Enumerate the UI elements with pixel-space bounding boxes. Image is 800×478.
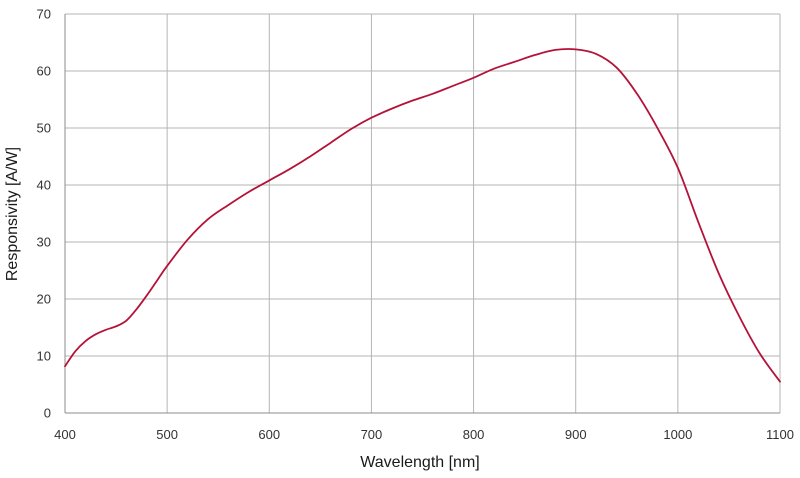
y-tick-label: 50 [37, 121, 51, 136]
y-axis-label: Responsivity [A/W] [4, 147, 21, 281]
x-axis-label: Wavelength [nm] [360, 454, 479, 471]
x-tick-label: 400 [54, 427, 76, 442]
tick-labels: 0 10 20 30 40 50 60 70 400 500 600 700 800 900 1000 110… [37, 7, 794, 443]
x-tick-label: 1100 [766, 427, 794, 442]
y-tick-label: 40 [37, 178, 51, 193]
series-layer [64, 48, 781, 383]
y-tick-label: 0 [44, 406, 51, 421]
grid [65, 13, 781, 413]
responsivity-series-line [64, 48, 781, 383]
y-tick-label: 60 [37, 64, 51, 79]
axes [64, 14, 780, 414]
x-tick-label: 900 [565, 427, 587, 442]
x-tick-label: 800 [463, 427, 485, 442]
x-tick-label: 700 [361, 427, 383, 442]
x-tick-label: 600 [258, 427, 280, 442]
x-tick-label: 500 [156, 427, 178, 442]
y-tick-label: 70 [37, 7, 51, 22]
y-tick-label: 30 [37, 235, 51, 250]
y-tick-label: 20 [37, 292, 51, 307]
x-tick-label: 1000 [663, 427, 692, 442]
y-tick-label: 10 [37, 349, 51, 364]
